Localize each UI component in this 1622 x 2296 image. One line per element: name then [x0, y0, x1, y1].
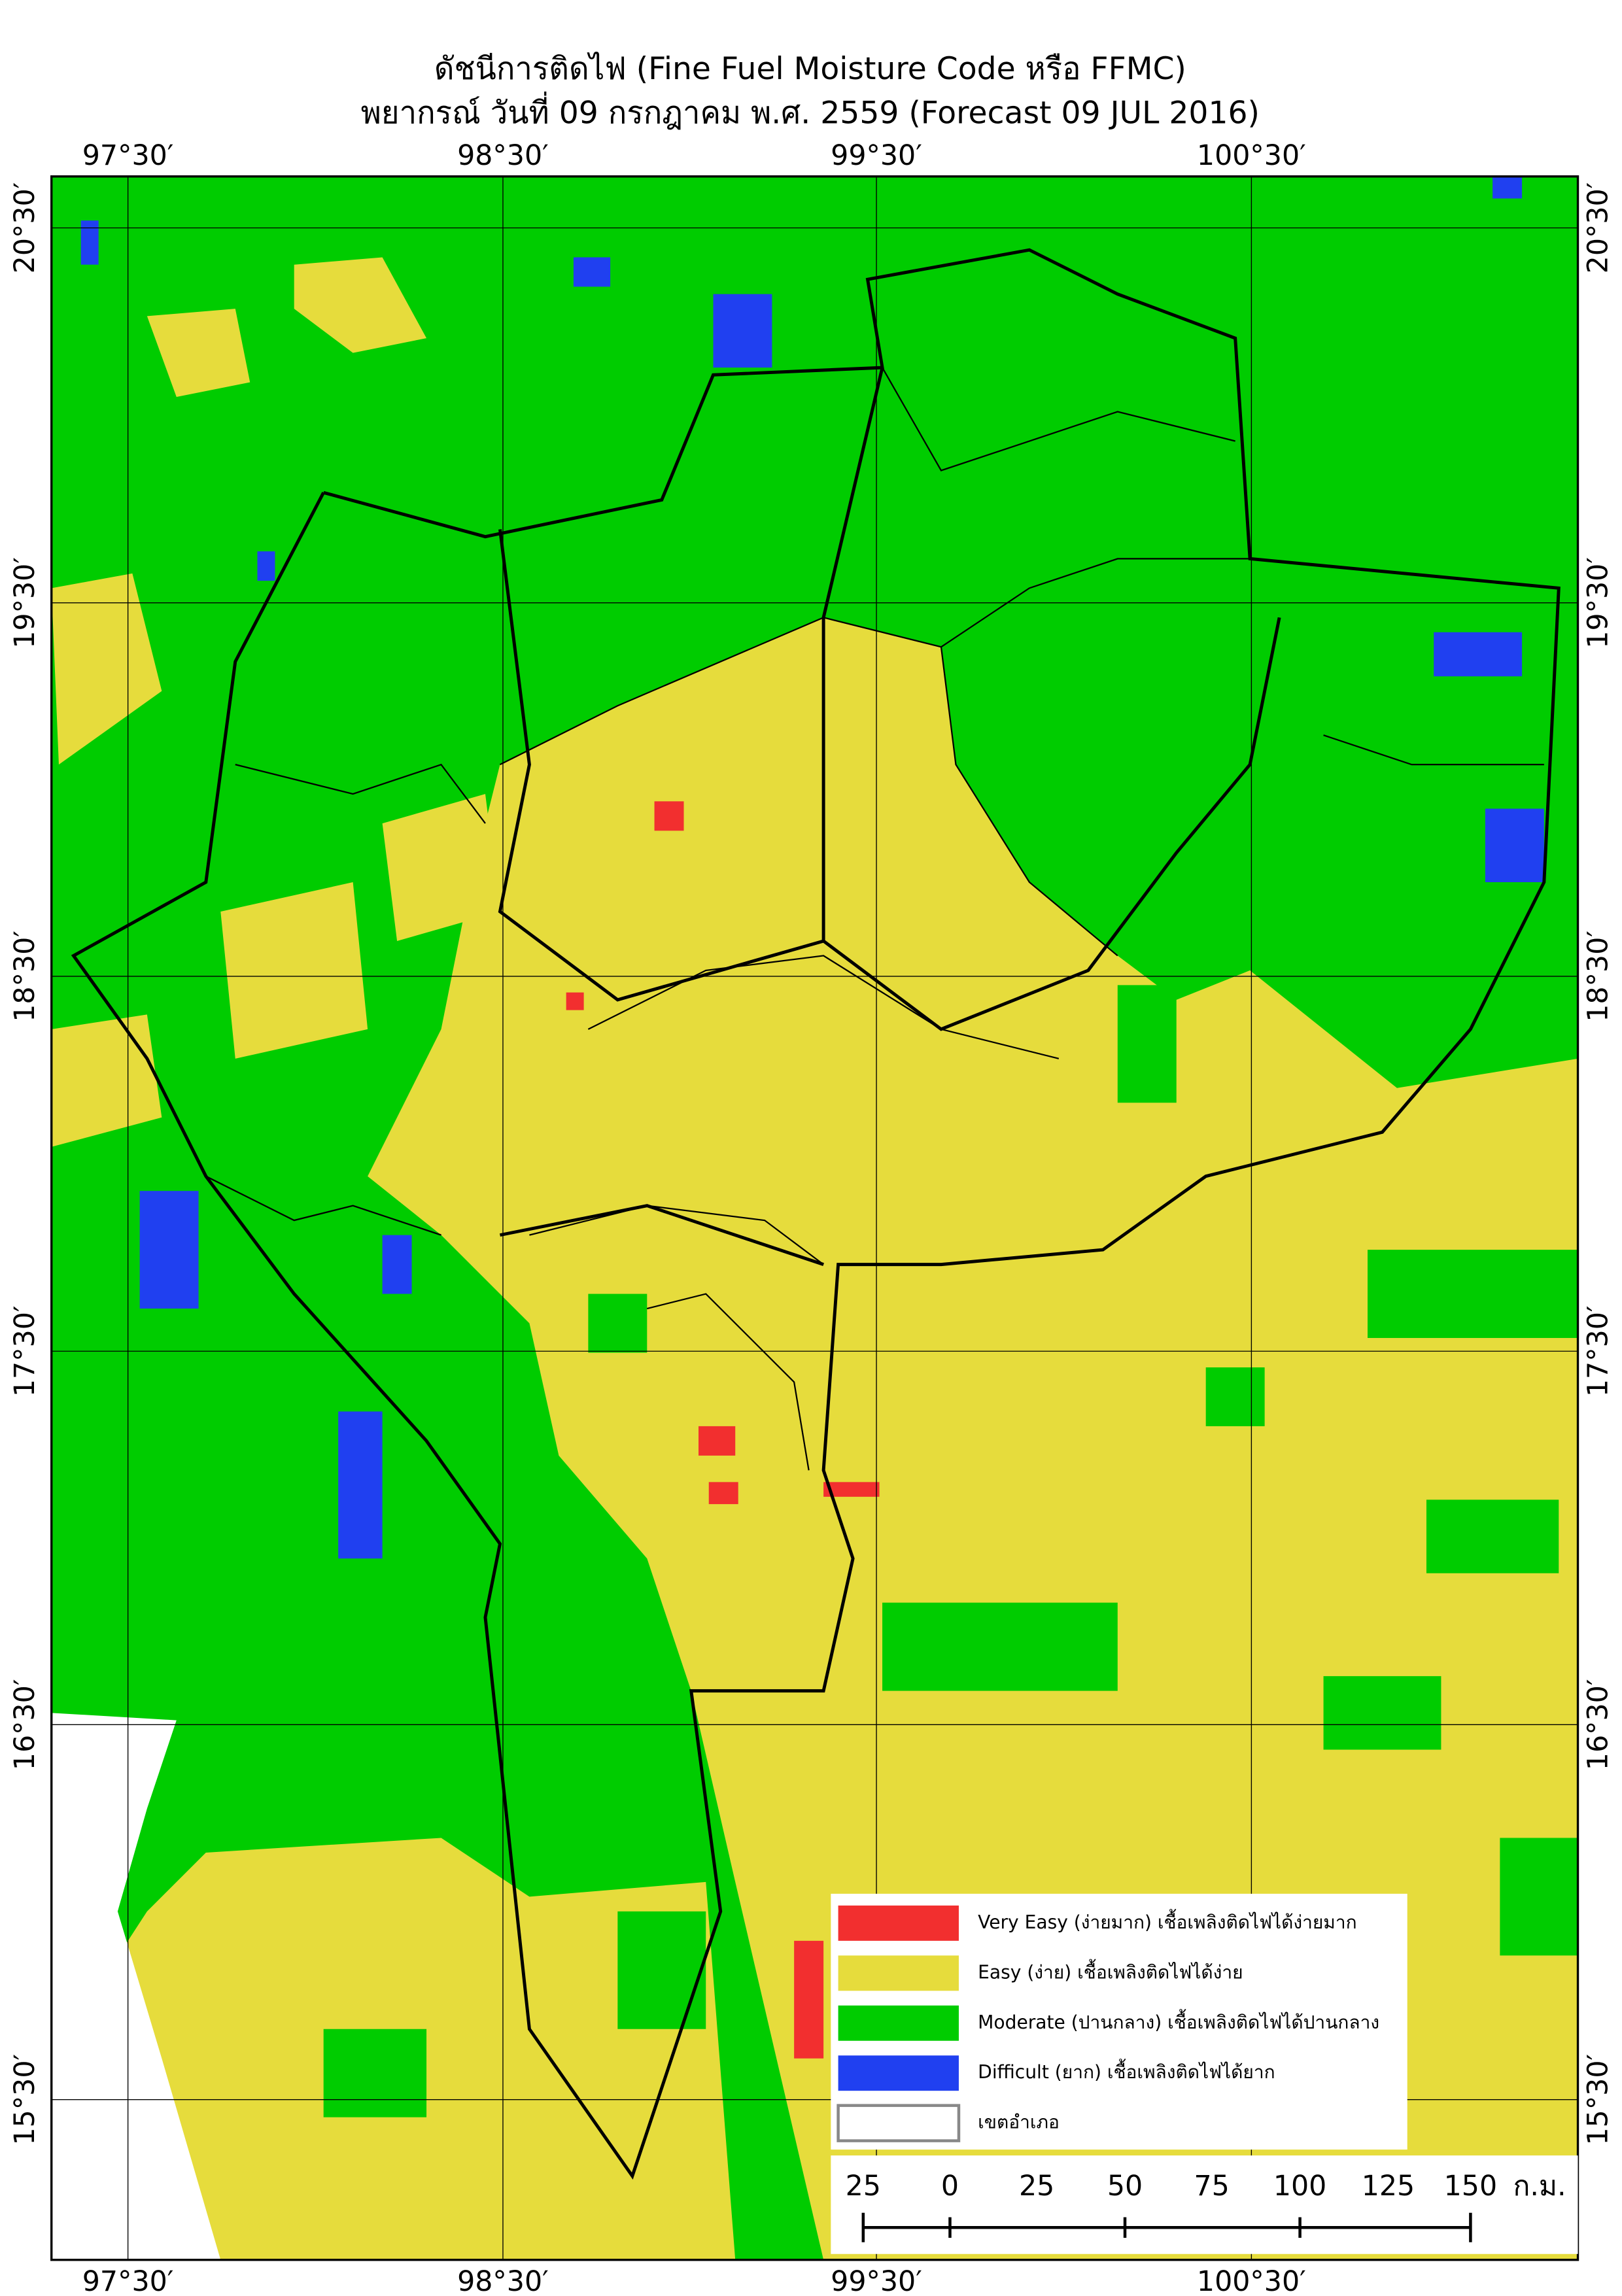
moderate-patches — [323, 985, 1578, 2117]
difficult-areas — [80, 176, 1544, 1559]
scale-label: 100 — [1273, 2170, 1327, 2202]
latitude-label: 15°30′ — [1582, 2054, 1615, 2146]
latitude-label: 19°30′ — [1582, 557, 1615, 649]
latitude-label: 18°30′ — [1582, 931, 1615, 1022]
latitude-label: 18°30′ — [9, 931, 41, 1022]
latitude-label: 20°30′ — [9, 182, 41, 274]
scale-bar — [861, 2212, 1472, 2242]
scale-label: 125 — [1362, 2170, 1415, 2202]
latitude-label: 17°30′ — [1582, 1305, 1615, 1397]
legend-label: เขตอำเภอ — [978, 2112, 1060, 2133]
sea — [51, 1713, 221, 2260]
longitude-label: 99°30′ — [831, 2265, 922, 2293]
scale-unit: ก.ม. — [1513, 2170, 1566, 2202]
scale-label: 150 — [1444, 2170, 1498, 2202]
longitude-label: 97°30′ — [82, 2265, 174, 2293]
scale-label: 75 — [1194, 2170, 1230, 2202]
latitude-label: 15°30′ — [9, 2054, 41, 2146]
map-area — [50, 175, 1579, 2261]
latitude-label: 19°30′ — [9, 557, 41, 649]
map-title: ดัชนีการติดไฟ (Fine Fuel Moisture Code ห… — [434, 51, 1186, 87]
map-subtitle: พยากรณ์ วันที่ 09 กรกฎาคม พ.ศ. 2559 (For… — [361, 91, 1260, 131]
latitude-label: 17°30′ — [9, 1305, 41, 1397]
district-boundaries — [71, 248, 1561, 2180]
longitude-label: 100°30′ — [1197, 139, 1306, 172]
legend-label: Difficult (ยาก) เชื้อเพลิงติดไฟได้ยาก — [978, 2059, 1275, 2083]
legend-swatch — [838, 2005, 959, 2041]
latitude-label: 16°30′ — [9, 1679, 41, 1770]
legend-label: Easy (ง่าย) เชื้อเพลิงติดไฟได้ง่าย — [978, 1959, 1243, 1983]
longitude-label: 99°30′ — [831, 139, 922, 172]
longitude-label: 98°30′ — [457, 139, 549, 172]
legend-swatch — [838, 1955, 959, 1991]
map-frame — [50, 175, 1579, 2261]
legend-swatch — [838, 1905, 959, 1941]
scale-label: 0 — [941, 2170, 959, 2202]
longitude-label: 97°30′ — [82, 139, 174, 172]
legend-swatch — [837, 2104, 961, 2142]
legend-label: Moderate (ปานกลาง) เชื้อเพลิงติดไฟได้ปาน… — [978, 2009, 1379, 2033]
longitude-label: 100°30′ — [1197, 2265, 1306, 2293]
legend-label: Very Easy (ง่ายมาก) เชื้อเพลิงติดไฟได้ง่… — [978, 1909, 1356, 1933]
scale-label: 25 — [846, 2170, 881, 2202]
latitude-label: 20°30′ — [1582, 182, 1615, 274]
scale-label: 50 — [1107, 2170, 1143, 2202]
longitude-label: 98°30′ — [457, 2265, 549, 2293]
latitude-label: 16°30′ — [1582, 1679, 1615, 1770]
scale-label: 25 — [1019, 2170, 1054, 2202]
legend-swatch — [838, 2055, 959, 2091]
scale-box — [831, 2155, 1578, 2254]
very-easy-areas — [566, 801, 880, 2059]
